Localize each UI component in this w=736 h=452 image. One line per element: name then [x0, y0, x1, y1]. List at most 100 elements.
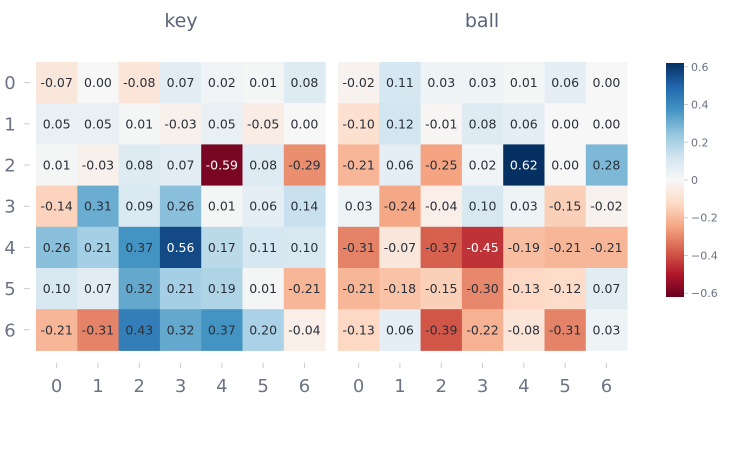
cell-value-label: -0.18 [384, 281, 416, 296]
heatmap-cell [201, 226, 243, 269]
cell-value-label: 0.06 [510, 116, 538, 131]
x-tick-label: 6 [601, 376, 612, 397]
heatmap-cell [242, 103, 285, 145]
cell-value-label: 0.08 [469, 116, 497, 131]
cell-value-label: -0.04 [288, 322, 320, 337]
colorbar-tick-label: 0.2 [691, 136, 709, 149]
heatmap-cell [201, 62, 243, 104]
cell-value-label: 0.08 [125, 158, 153, 173]
cell-value-label: 0.02 [208, 75, 236, 90]
cell-value-label: 0.03 [593, 322, 621, 337]
cell-value-label: 0.01 [249, 75, 277, 90]
heatmap-cell [201, 268, 243, 310]
x-tick-label: 6 [299, 376, 310, 397]
cell-value-label: -0.39 [425, 322, 457, 337]
colorbar: 0.6 0.4 0.2 0 −0.2 −0.4 −0.6 [666, 61, 718, 300]
cell-value-label: 0.01 [125, 116, 153, 131]
heatmap-cell [420, 185, 463, 228]
cell-value-label: 0.06 [551, 75, 579, 90]
cell-value-label: -0.21 [549, 240, 581, 255]
cell-value-label: 0.62 [510, 158, 538, 173]
heatmap-cell [159, 309, 202, 351]
cell-value-label: 0.32 [125, 281, 153, 296]
heatmap-cell [503, 144, 545, 187]
heatmap-cell [338, 226, 380, 269]
cell-value-label: -0.03 [164, 116, 196, 131]
heatmap-cell [283, 62, 326, 104]
y-tick-label: 5 [4, 279, 15, 300]
heatmap-cell [544, 144, 587, 187]
cell-value-label: 0.10 [43, 281, 71, 296]
heatmap-cell [420, 62, 463, 104]
x-tick-label: 5 [559, 376, 570, 397]
heatmap-cell [242, 144, 285, 187]
heatmap-cell [503, 309, 545, 351]
heatmap-cell [503, 268, 545, 310]
cell-value-label: 0.05 [208, 116, 236, 131]
cell-value-label: -0.03 [82, 158, 114, 173]
cell-value-label: -0.08 [508, 322, 540, 337]
cell-value-label: -0.15 [549, 199, 581, 214]
cell-value-label: 0.32 [167, 322, 195, 337]
y-tick-label: 6 [4, 320, 15, 341]
cell-value-label: -0.24 [384, 199, 416, 214]
panel-title-ball: ball [465, 10, 499, 32]
heatmap-cell [159, 185, 202, 228]
cell-value-label: -0.08 [123, 75, 155, 90]
cell-value-label: -0.07 [40, 75, 72, 90]
heatmap-cell [379, 103, 422, 145]
heatmap-cell [461, 309, 504, 351]
cell-value-label: 0.00 [593, 116, 621, 131]
heatmap-cell [379, 62, 422, 104]
heatmap-cell [544, 62, 587, 104]
cell-value-label: 0.03 [510, 199, 538, 214]
heatmap-cell [379, 144, 422, 187]
cell-value-label: -0.13 [342, 322, 374, 337]
cell-value-label: -0.21 [40, 322, 72, 337]
cell-value-label: -0.12 [549, 281, 581, 296]
cell-value-label: -0.07 [384, 240, 416, 255]
heatmap-cell [338, 144, 380, 187]
x-axis-ticks-ball: 0 1 2 3 4 5 6 [353, 363, 612, 397]
x-tick-label: 2 [436, 376, 447, 397]
cell-value-label: -0.02 [590, 199, 622, 214]
cell-value-label: -0.21 [342, 281, 374, 296]
heatmap-cell [159, 268, 202, 310]
heatmap-cell [461, 185, 504, 228]
heatmap-cell [585, 103, 628, 145]
cell-value-label: 0.05 [43, 116, 71, 131]
heatmap-cell [544, 103, 587, 145]
y-axis-ticks: 0 1 2 3 4 5 6 [4, 73, 30, 341]
heatmap-cell [36, 268, 78, 310]
heatmap-cell [77, 309, 120, 351]
y-tick-label: 0 [4, 73, 15, 94]
heatmap-cell [159, 62, 202, 104]
heatmap-cell [36, 103, 78, 145]
cell-value-label: 0.21 [167, 281, 195, 296]
cell-value-label: -0.31 [82, 322, 114, 337]
heatmap-cell [118, 144, 161, 187]
cell-value-label: 0.05 [84, 116, 112, 131]
heatmap-cell [159, 226, 202, 269]
cell-value-label: 0.17 [208, 240, 236, 255]
x-tick-label: 4 [216, 376, 227, 397]
cell-value-label: 0.37 [208, 322, 236, 337]
heatmap-cell [338, 309, 380, 351]
colorbar-tick-label: 0 [691, 174, 698, 187]
heatmap-cell [338, 185, 380, 228]
heatmap-cell [585, 309, 628, 351]
heatmap-cell [585, 185, 628, 228]
cell-value-label: 0.56 [167, 240, 195, 255]
heatmap-cell [283, 185, 326, 228]
heatmap-cell [77, 185, 120, 228]
y-tick-label: 4 [4, 238, 15, 259]
cell-value-label: 0.31 [84, 199, 112, 214]
cell-value-label: -0.31 [549, 322, 581, 337]
cell-value-label: 0.01 [208, 199, 236, 214]
y-tick-label: 3 [4, 197, 15, 218]
heatmap-cell [77, 62, 120, 104]
heatmap-cell [36, 185, 78, 228]
heatmap-cell [36, 62, 78, 104]
heatmap-cell [201, 144, 243, 187]
